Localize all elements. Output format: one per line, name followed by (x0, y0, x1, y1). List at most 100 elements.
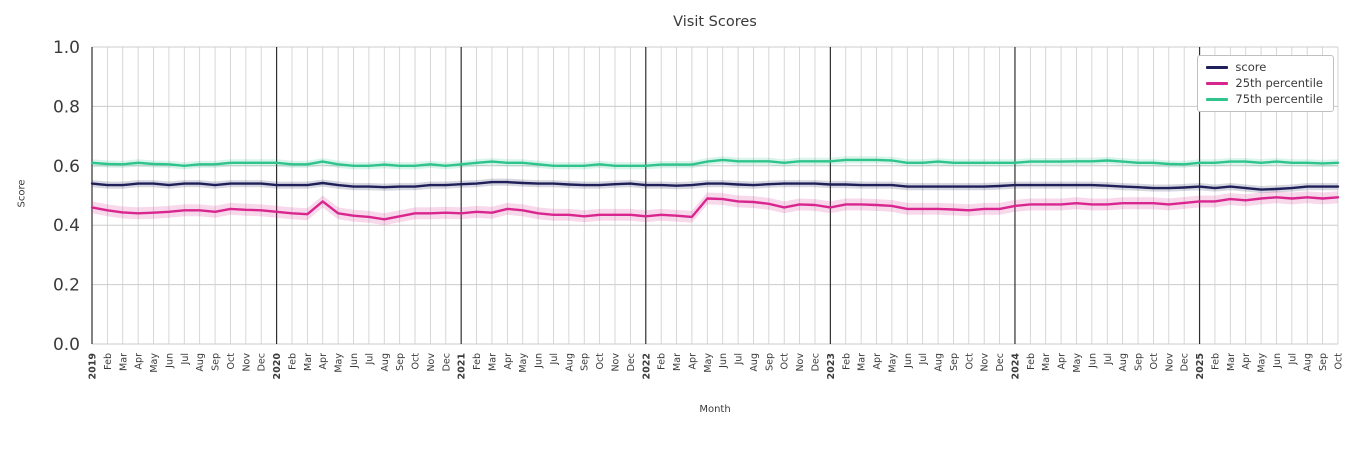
svg-text:Jul: Jul (364, 353, 375, 365)
svg-text:Aug: Aug (934, 353, 945, 372)
y-axis-label: Score (16, 179, 28, 208)
svg-text:Apr: Apr (503, 353, 514, 370)
svg-text:Aug: Aug (749, 353, 760, 372)
svg-text:0.0: 0.0 (53, 335, 80, 355)
svg-text:Nov: Nov (1164, 353, 1175, 372)
svg-text:Oct: Oct (1334, 353, 1345, 370)
svg-text:Sep: Sep (211, 353, 222, 371)
svg-text:Feb: Feb (1026, 353, 1037, 370)
legend-label: 25th percentile (1235, 76, 1323, 90)
legend-swatch (1206, 82, 1229, 85)
legend-label: 75th percentile (1235, 92, 1323, 106)
svg-text:Sep: Sep (764, 353, 775, 371)
svg-text:Sep: Sep (1318, 353, 1329, 371)
svg-text:Jul: Jul (180, 353, 191, 365)
svg-text:Feb: Feb (1210, 353, 1221, 370)
svg-text:Oct: Oct (780, 353, 791, 370)
svg-text:May: May (1257, 353, 1268, 373)
svg-text:Aug: Aug (564, 353, 575, 372)
svg-text:Dec: Dec (1180, 353, 1191, 371)
svg-text:Jun: Jun (164, 353, 175, 369)
svg-text:Jul: Jul (918, 353, 929, 365)
svg-text:Oct: Oct (595, 353, 606, 370)
svg-text:2025: 2025 (1195, 353, 1206, 379)
svg-text:Mar: Mar (1226, 353, 1237, 371)
svg-text:Jun: Jun (534, 353, 545, 369)
svg-text:Apr: Apr (687, 353, 698, 370)
svg-text:2019: 2019 (88, 353, 99, 379)
svg-text:Aug: Aug (380, 353, 391, 372)
x-axis-label: Month (699, 404, 731, 415)
chart-title: Visit Scores (673, 14, 757, 30)
svg-text:Jun: Jun (1272, 353, 1283, 369)
svg-text:Nov: Nov (980, 353, 991, 372)
svg-text:Jun: Jun (718, 353, 729, 369)
svg-text:Jul: Jul (1103, 353, 1114, 365)
svg-text:Feb: Feb (288, 353, 299, 370)
svg-text:May: May (149, 353, 160, 373)
svg-text:0.6: 0.6 (53, 157, 80, 177)
svg-text:2024: 2024 (1011, 353, 1022, 380)
svg-text:Dec: Dec (811, 353, 822, 371)
svg-text:Dec: Dec (441, 353, 452, 371)
svg-text:Aug: Aug (1118, 353, 1129, 372)
svg-text:Apr: Apr (318, 353, 329, 370)
svg-text:Feb: Feb (841, 353, 852, 370)
svg-text:Jul: Jul (549, 353, 560, 365)
svg-text:Sep: Sep (580, 353, 591, 371)
svg-text:Mar: Mar (488, 353, 499, 371)
svg-text:Oct: Oct (964, 353, 975, 370)
svg-text:Oct: Oct (226, 353, 237, 370)
svg-text:Jul: Jul (1287, 353, 1298, 365)
svg-text:May: May (334, 353, 345, 373)
svg-text:0.2: 0.2 (53, 276, 80, 296)
svg-text:Aug: Aug (195, 353, 206, 372)
legend: score 25th percentile 75th percentile (1197, 55, 1334, 112)
svg-text:May: May (1072, 353, 1083, 373)
svg-text:2022: 2022 (641, 353, 652, 379)
svg-text:Mar: Mar (672, 353, 683, 371)
svg-text:Mar: Mar (303, 353, 314, 371)
svg-text:Mar: Mar (118, 353, 129, 371)
svg-text:1.0: 1.0 (53, 38, 80, 58)
svg-text:May: May (703, 353, 714, 373)
svg-text:2020: 2020 (272, 353, 283, 380)
legend-item: 75th percentile (1206, 93, 1323, 106)
svg-text:Sep: Sep (1134, 353, 1145, 371)
svg-text:Jun: Jun (903, 353, 914, 369)
svg-text:Apr: Apr (1241, 353, 1252, 370)
svg-text:Apr: Apr (1057, 353, 1068, 370)
svg-text:2023: 2023 (826, 353, 837, 379)
svg-text:May: May (887, 353, 898, 373)
svg-text:Dec: Dec (257, 353, 268, 371)
svg-text:Nov: Nov (611, 353, 622, 372)
svg-text:Mar: Mar (1041, 353, 1052, 371)
svg-text:Aug: Aug (1303, 353, 1314, 372)
svg-text:0.4: 0.4 (53, 216, 80, 236)
svg-text:Feb: Feb (103, 353, 114, 370)
legend-item: 25th percentile (1206, 77, 1323, 90)
svg-text:Sep: Sep (949, 353, 960, 371)
svg-text:Oct: Oct (1149, 353, 1160, 370)
svg-text:Nov: Nov (241, 353, 252, 372)
svg-text:Oct: Oct (411, 353, 422, 370)
svg-text:Mar: Mar (857, 353, 868, 371)
svg-text:Feb: Feb (657, 353, 668, 370)
svg-text:Jul: Jul (734, 353, 745, 365)
svg-text:Nov: Nov (795, 353, 806, 372)
svg-text:0.8: 0.8 (53, 97, 80, 117)
svg-text:Dec: Dec (626, 353, 637, 371)
svg-text:May: May (518, 353, 529, 373)
svg-text:Feb: Feb (472, 353, 483, 370)
svg-text:2021: 2021 (457, 353, 468, 379)
legend-item: score (1206, 61, 1323, 74)
legend-swatch (1206, 66, 1229, 69)
svg-text:Nov: Nov (426, 353, 437, 372)
svg-text:Apr: Apr (872, 353, 883, 370)
svg-text:Sep: Sep (395, 353, 406, 371)
legend-swatch (1206, 98, 1229, 101)
svg-text:Jun: Jun (349, 353, 360, 369)
svg-text:Jun: Jun (1087, 353, 1098, 369)
svg-text:Dec: Dec (995, 353, 1006, 371)
